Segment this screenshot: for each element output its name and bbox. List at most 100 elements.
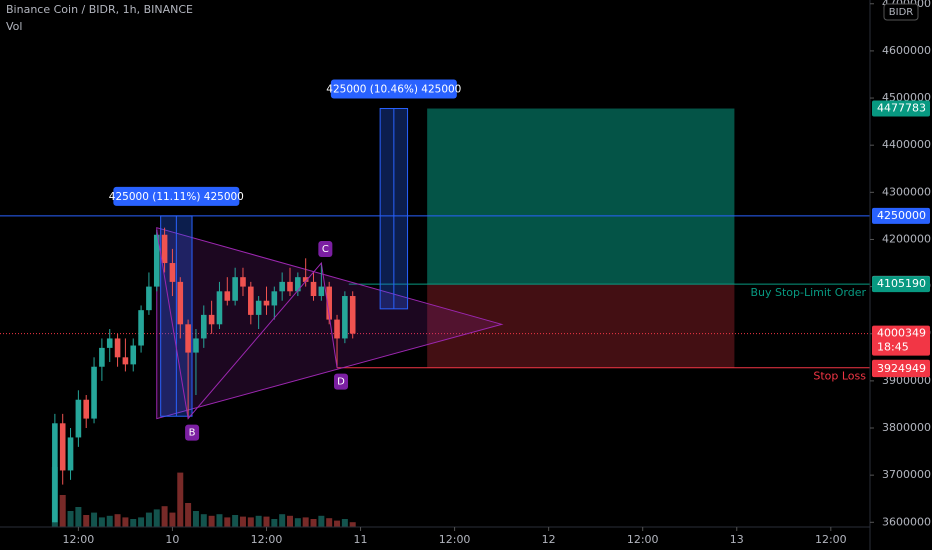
volume-bar [59, 495, 66, 527]
volume-bar [247, 517, 254, 527]
x-tick-label: 12 [542, 533, 556, 546]
x-tick-label: 10 [165, 533, 179, 546]
candle-body [153, 234, 160, 287]
volume-title: Vol [6, 20, 22, 33]
volume-bar [67, 511, 74, 527]
price-tag [872, 361, 930, 378]
x-tick-label: 12:00 [251, 533, 283, 546]
volume-bar [153, 509, 160, 527]
candle-body [302, 277, 309, 282]
last-price-tag [872, 325, 930, 356]
candle-body [271, 291, 278, 306]
volume-bar [138, 517, 145, 527]
y-tick-label: 3600000 [882, 515, 931, 528]
pattern-point: D [337, 377, 345, 388]
volume-bar [200, 514, 207, 527]
y-tick-label: 3900000 [882, 374, 931, 387]
volume-bar [98, 517, 105, 527]
entry-label: Buy Stop-Limit Order [750, 286, 866, 299]
candle-body [146, 286, 152, 311]
y-tick-label: 4400000 [882, 138, 931, 151]
candle-body [130, 345, 137, 365]
volume-bar [310, 519, 317, 527]
volume-bar [216, 514, 223, 527]
candle-body [240, 277, 246, 287]
y-tick-label: 3800000 [882, 421, 931, 434]
candle-body [91, 366, 97, 419]
pattern-point-box [185, 424, 200, 441]
chart-title: Binance Coin / BIDR, 1h, BINANCE [6, 3, 193, 16]
pattern-point-box [318, 241, 333, 258]
countdown-label: 18:45 [877, 341, 909, 354]
loss-zone [427, 284, 735, 368]
candle-body [200, 314, 207, 339]
candle-body [177, 281, 184, 325]
volume-bar [130, 519, 137, 527]
y-tick-label: 4200000 [882, 232, 931, 245]
x-tick-label: 13 [730, 533, 744, 546]
volume-bar [255, 515, 262, 527]
currency-box [883, 3, 919, 21]
volume-bar [287, 515, 293, 527]
volume-bar [122, 517, 129, 527]
y-tick-label: 4600000 [882, 44, 931, 57]
volume-bar [83, 515, 90, 527]
volume-bar [263, 516, 270, 527]
volume-bar [114, 514, 121, 527]
candle-body [263, 300, 270, 306]
candle-body [326, 286, 332, 320]
candle-body [169, 263, 176, 282]
candle-body [334, 319, 340, 339]
candle-body [161, 234, 168, 264]
volume-bar [169, 512, 176, 527]
price-tag [872, 207, 930, 224]
candle-body [138, 310, 144, 346]
candle-body [185, 324, 191, 353]
candle-body [122, 357, 129, 365]
volume-bar [161, 506, 168, 527]
price-tag-label: 3924949 [877, 362, 926, 375]
volume-bar [75, 507, 82, 527]
candle-body [99, 347, 105, 367]
volume-bar [145, 512, 152, 527]
volume-bar [208, 515, 215, 527]
candle-body [83, 399, 90, 419]
candle-body [52, 423, 58, 523]
measure-label-box [113, 186, 240, 206]
plot: Buy Stop-Limit Order Stop Loss 425000 (11.… [0, 79, 870, 527]
pattern-point: C [322, 244, 329, 255]
candle-body [216, 291, 223, 325]
candle-body [255, 300, 262, 315]
measure-label: 425000 (10.46%) 425000 [326, 84, 461, 96]
volume-bar [192, 511, 199, 527]
candle-body [342, 296, 348, 339]
x-tick-label: 12:00 [627, 533, 659, 546]
x-tick-label: 11 [354, 533, 368, 546]
pattern-line [156, 229, 338, 420]
volume-bar [232, 515, 239, 527]
candle-body [208, 314, 215, 325]
volume-bar [294, 518, 301, 527]
candle-body [224, 291, 231, 301]
candle-body [279, 281, 285, 292]
pattern-point: B [189, 428, 196, 439]
candle-body [287, 281, 293, 292]
volume-bar [318, 515, 325, 527]
y-tick-label: 3700000 [882, 468, 931, 481]
volume-bar [224, 517, 231, 527]
volume-bar [177, 472, 184, 527]
price-tag-label: 4105190 [877, 277, 926, 290]
price-tag [872, 276, 930, 293]
x-tick-label: 12:00 [815, 533, 847, 546]
volume-bar [185, 503, 192, 527]
x-tick-label: 12:00 [439, 533, 471, 546]
currency-label: BIDR [889, 7, 914, 18]
candle-body [193, 338, 199, 353]
stop-label: Stop Loss [813, 370, 866, 383]
candle-body [318, 286, 325, 297]
volume-bar [334, 520, 341, 527]
volume-bar [326, 518, 333, 527]
measure-label-box [330, 79, 457, 99]
y-tick-label: 4300000 [882, 185, 931, 198]
